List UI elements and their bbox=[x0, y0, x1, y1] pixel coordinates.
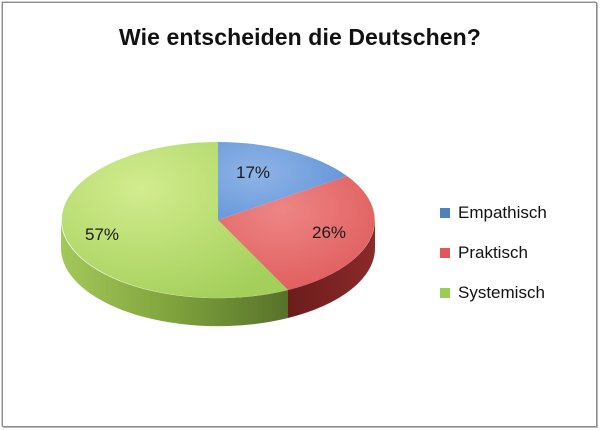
legend-swatch-praktisch bbox=[440, 248, 450, 258]
legend: Empathisch Praktisch Systemisch bbox=[440, 193, 547, 313]
slice-label-systemisch: 57% bbox=[85, 225, 119, 244]
legend-label: Systemisch bbox=[458, 283, 545, 302]
slice-label-praktisch: 26% bbox=[312, 223, 346, 242]
slice-side-systemisch bbox=[60, 220, 288, 327]
slice-label-empathisch: 17% bbox=[236, 163, 270, 182]
slice-systemisch[interactable] bbox=[61, 142, 288, 298]
legend-item-empathisch[interactable]: Empathisch bbox=[440, 193, 547, 233]
slice-praktisch[interactable] bbox=[218, 176, 375, 290]
legend-swatch-empathisch bbox=[440, 208, 450, 218]
legend-swatch-systemisch bbox=[440, 288, 450, 298]
chart-title: Wie entscheiden die Deutschen? bbox=[119, 24, 481, 50]
legend-label: Empathisch bbox=[458, 203, 547, 222]
legend-item-systemisch[interactable]: Systemisch bbox=[440, 273, 547, 313]
legend-label: Praktisch bbox=[458, 243, 528, 262]
slice-empathisch[interactable] bbox=[218, 142, 347, 220]
slice-side-praktisch bbox=[288, 220, 376, 318]
legend-item-praktisch[interactable]: Praktisch bbox=[440, 233, 547, 273]
